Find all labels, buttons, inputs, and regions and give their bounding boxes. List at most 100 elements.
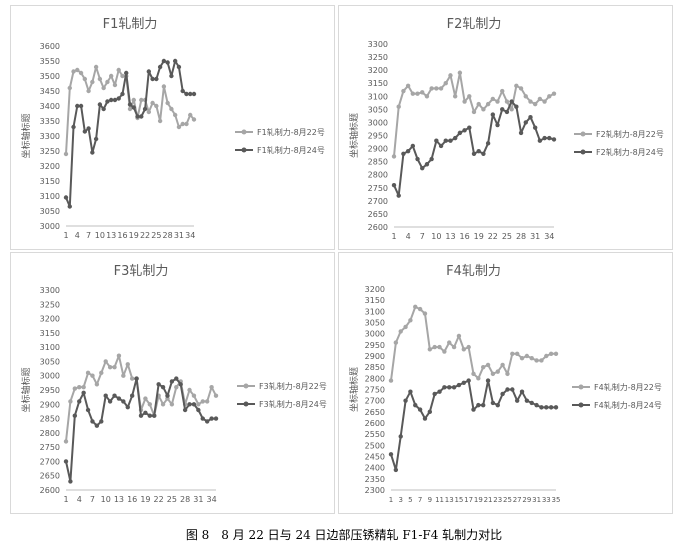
x-tick-label: 28 (163, 231, 173, 240)
data-point (451, 344, 457, 350)
data-point (172, 58, 178, 64)
data-point (67, 85, 72, 91)
x-tick-label: 13 (445, 496, 454, 504)
y-tick-label: 3300 (40, 286, 60, 295)
x-tick-label: 25 (503, 496, 512, 504)
data-point (422, 416, 428, 421)
data-point (544, 353, 549, 359)
data-point (182, 407, 188, 413)
data-point (471, 371, 476, 377)
data-point (467, 94, 472, 99)
data-point (146, 109, 152, 115)
legend-label: F3轧制力-8月24号 (259, 399, 327, 409)
data-point (125, 362, 130, 367)
data-point (157, 118, 163, 124)
x-tick-label: 7 (418, 496, 422, 504)
data-point (90, 373, 95, 378)
data-point (544, 405, 549, 410)
data-point (424, 162, 430, 167)
y-tick-label: 3250 (368, 53, 388, 62)
data-point (101, 106, 106, 112)
data-point (500, 88, 505, 94)
series-line-aug22 (65, 354, 217, 442)
data-point (537, 138, 543, 143)
data-point (77, 399, 82, 404)
chart-panel-f3: F3轧制力 2600 2650 2700 2750 2800 2850 2900 2950 300… (10, 252, 335, 514)
data-point (85, 370, 91, 376)
legend-label: F3轧制力-8月22号 (259, 381, 327, 391)
data-point (471, 407, 476, 412)
data-point (485, 362, 491, 368)
data-point (93, 64, 99, 70)
legend-swatch-marker (580, 149, 586, 155)
y-tick-label: 3550 (40, 57, 60, 66)
data-point (457, 130, 463, 136)
data-point (519, 389, 525, 394)
x-tick-label: 7 (420, 232, 425, 241)
y-tick-label: 2600 (365, 419, 385, 428)
x-tick-label: 13 (106, 231, 116, 240)
legend-label: F2轧制力-8月22号 (596, 129, 664, 139)
x-tick-label: 1 (389, 496, 393, 504)
data-point (443, 138, 448, 143)
data-point (154, 76, 159, 82)
data-point (191, 91, 197, 97)
data-point (427, 409, 433, 415)
data-point (495, 402, 500, 408)
data-point (438, 86, 444, 91)
x-tick-label: 1 (63, 495, 68, 504)
x-tick-label: 27 (513, 496, 522, 504)
data-point (165, 393, 170, 398)
data-point (184, 91, 189, 97)
data-point (481, 402, 486, 408)
data-point (448, 138, 453, 143)
y-tick-label: 3100 (40, 343, 60, 352)
x-tick-label: 10 (101, 495, 111, 504)
data-point (514, 398, 520, 403)
x-tick-label: 35 (552, 496, 561, 504)
x-tick-label: 31 (174, 231, 184, 240)
data-point (188, 91, 193, 97)
x-tick-label: 16 (459, 232, 469, 241)
x-tick-label: 7 (86, 231, 91, 240)
x-tick-label: 28 (516, 232, 526, 241)
x-tick-label: 22 (154, 495, 164, 504)
data-point (424, 94, 430, 99)
chart-title: F2轧制力 (447, 17, 502, 32)
data-point (500, 107, 505, 112)
data-point (548, 405, 554, 410)
data-point (408, 389, 413, 394)
y-tick-label: 2850 (368, 158, 388, 167)
x-tick-label: 23 (493, 496, 502, 504)
y-tick-label: 3450 (40, 87, 60, 96)
data-point (539, 405, 544, 410)
data-point (438, 143, 444, 149)
chart-title: F3轧制力 (114, 264, 169, 279)
data-point (415, 91, 420, 96)
data-point (514, 83, 519, 89)
y-tick-label: 3000 (368, 118, 388, 127)
data-point (196, 407, 201, 413)
data-point (63, 439, 69, 444)
data-point (542, 135, 547, 141)
data-point (547, 135, 552, 141)
data-point (524, 398, 530, 403)
y-tick-label: 3000 (40, 372, 60, 381)
data-point (85, 407, 91, 413)
data-point (143, 410, 148, 416)
data-point (405, 148, 411, 154)
data-point (150, 76, 155, 82)
y-tick-label: 2600 (368, 223, 388, 232)
x-tick-label: 22 (488, 232, 498, 241)
x-tick-label: 13 (445, 232, 455, 241)
legend-label: F4轧制力-8月24号 (594, 400, 662, 410)
data-point (135, 114, 140, 119)
data-point (200, 399, 205, 404)
data-point (510, 387, 515, 392)
data-point (523, 120, 528, 125)
data-point (107, 364, 113, 370)
data-point (169, 402, 175, 407)
data-point (72, 386, 78, 391)
y-tick-label: 2600 (40, 486, 60, 495)
data-point (127, 102, 133, 107)
